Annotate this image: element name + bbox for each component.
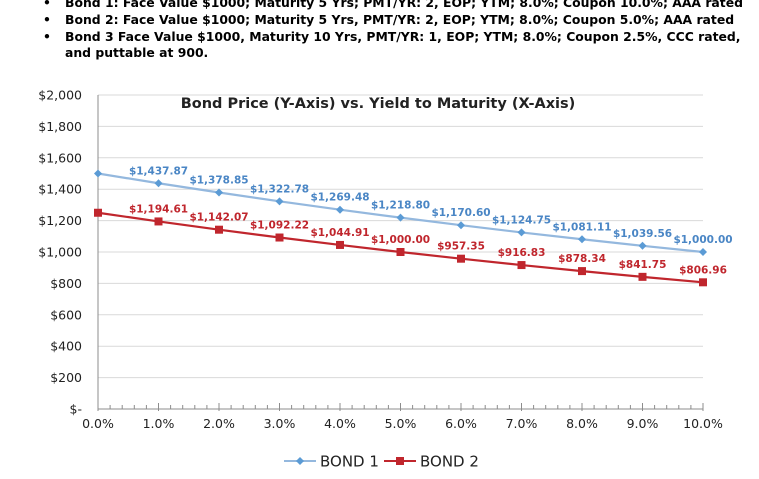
x-tick-label: 9.0% — [627, 416, 659, 431]
bond-2-data-label: $1,194.61 — [129, 203, 188, 215]
bond-2-point — [457, 254, 465, 263]
data-labels: $1,437.87$1,378.85$1,322.78$1,269.48$1,2… — [129, 165, 733, 276]
bullet-text: Bond 3 Face Value $1000, Maturity 10 Yrs… — [65, 29, 741, 44]
bond-2-data-label: $1,142.07 — [189, 212, 248, 224]
bond-1-data-label: $1,322.78 — [250, 183, 309, 195]
bond-2-data-label: $841.75 — [619, 259, 667, 271]
bond-1-data-label: $1,170.60 — [431, 207, 490, 219]
bond-1-point — [699, 248, 707, 256]
bond-2-point — [154, 217, 163, 226]
bond-2-data-label: $957.35 — [437, 241, 485, 253]
y-tick-label: $- — [70, 402, 82, 417]
bond-1-point — [336, 205, 344, 214]
bond-2-point — [638, 272, 647, 281]
bond-2-data-label: $878.34 — [558, 253, 606, 265]
bond-1-data-label: $1,000.00 — [673, 234, 732, 246]
bond-1-data-label: $1,218.80 — [371, 200, 430, 212]
bond-1-point — [94, 169, 102, 178]
y-tick-label: $1,200 — [38, 213, 82, 228]
legend-bond-1-label: BOND 1 — [320, 453, 379, 471]
x-tick-label: 6.0% — [445, 416, 477, 431]
y-tick-label: $2,000 — [38, 88, 82, 103]
bullet-icon: • — [43, 29, 51, 44]
y-tick-label: $200 — [50, 370, 82, 385]
x-tick-label: 1.0% — [143, 416, 175, 431]
bond-1-point — [517, 228, 526, 237]
y-tick-label: $800 — [50, 276, 82, 291]
legend-bond-2-marker — [396, 457, 404, 465]
y-tick-label: $1,800 — [38, 119, 82, 134]
y-tick-label: $1,600 — [38, 150, 82, 165]
bond-2-data-label: $916.83 — [498, 247, 546, 259]
bullet-text: Bond 2: Face Value $1000; Maturity 5 Yrs… — [65, 12, 735, 27]
bullet-icon: • — [43, 12, 51, 27]
x-tick-label: 0.0% — [82, 416, 114, 431]
y-tick-label: $1,000 — [38, 245, 82, 260]
bond-2-data-label: $1,000.00 — [371, 234, 430, 246]
y-tick-label: $400 — [50, 339, 82, 354]
y-tick-label: $1,400 — [38, 182, 82, 197]
x-tick-label: 2.0% — [203, 416, 235, 431]
bond-1-data-label: $1,124.75 — [492, 214, 551, 226]
bond-1-point — [396, 213, 405, 222]
bond-2-data-label: $1,044.91 — [310, 227, 369, 239]
x-tick-label: 5.0% — [385, 416, 417, 431]
legend-bond-1-marker — [296, 457, 304, 465]
bond-1-point — [457, 221, 465, 230]
bullet-icon: • — [43, 0, 51, 10]
bond-1-data-label: $1,378.85 — [189, 175, 248, 187]
bond-2-data-label: $1,092.22 — [250, 220, 309, 232]
bond-1-data-label: $1,039.56 — [613, 228, 672, 240]
bond-2-point — [215, 225, 223, 234]
bond-2-data-label: $806.96 — [679, 264, 727, 276]
axes: $- $200 $400 $600 $800 $1,000 $1,200 $1,400 $1,6… — [38, 88, 723, 432]
bond-2-point — [396, 248, 405, 256]
y-tick-label: $600 — [50, 307, 82, 322]
bond-1-point — [215, 188, 223, 197]
chart-title: Bond Price (Y-Axis) vs. Yield to Maturit… — [181, 96, 576, 112]
bond-2-point — [578, 267, 586, 276]
legend: BOND 1 BOND 2 — [284, 453, 479, 471]
x-tick-label: 8.0% — [566, 416, 598, 431]
bond-1-data-label: $1,269.48 — [310, 192, 369, 204]
bond-1-point — [154, 179, 163, 188]
bond-1-point — [638, 241, 647, 250]
bond-1-point — [578, 235, 586, 244]
x-tick-label: 4.0% — [324, 416, 356, 431]
bond-1-point — [275, 197, 284, 206]
bond-1-data-label: $1,437.87 — [129, 165, 188, 177]
bond-2-point — [336, 240, 344, 249]
x-tick-label: 3.0% — [264, 416, 296, 431]
bond-2-point — [275, 233, 284, 242]
series — [94, 169, 707, 287]
bullet-text: and puttable at 900. — [65, 45, 209, 60]
bullet-text: Bond 1: Face Value $1000; Maturity 5 Yrs… — [65, 0, 743, 10]
bond-2-point — [699, 278, 707, 287]
x-tick-label: 10.0% — [683, 416, 723, 431]
legend-bond-2-label: BOND 2 — [420, 453, 479, 471]
bond-2-point — [94, 208, 102, 217]
bond-2-point — [517, 261, 526, 270]
x-tick-label: 7.0% — [506, 416, 538, 431]
bond-1-data-label: $1,081.11 — [552, 221, 611, 233]
